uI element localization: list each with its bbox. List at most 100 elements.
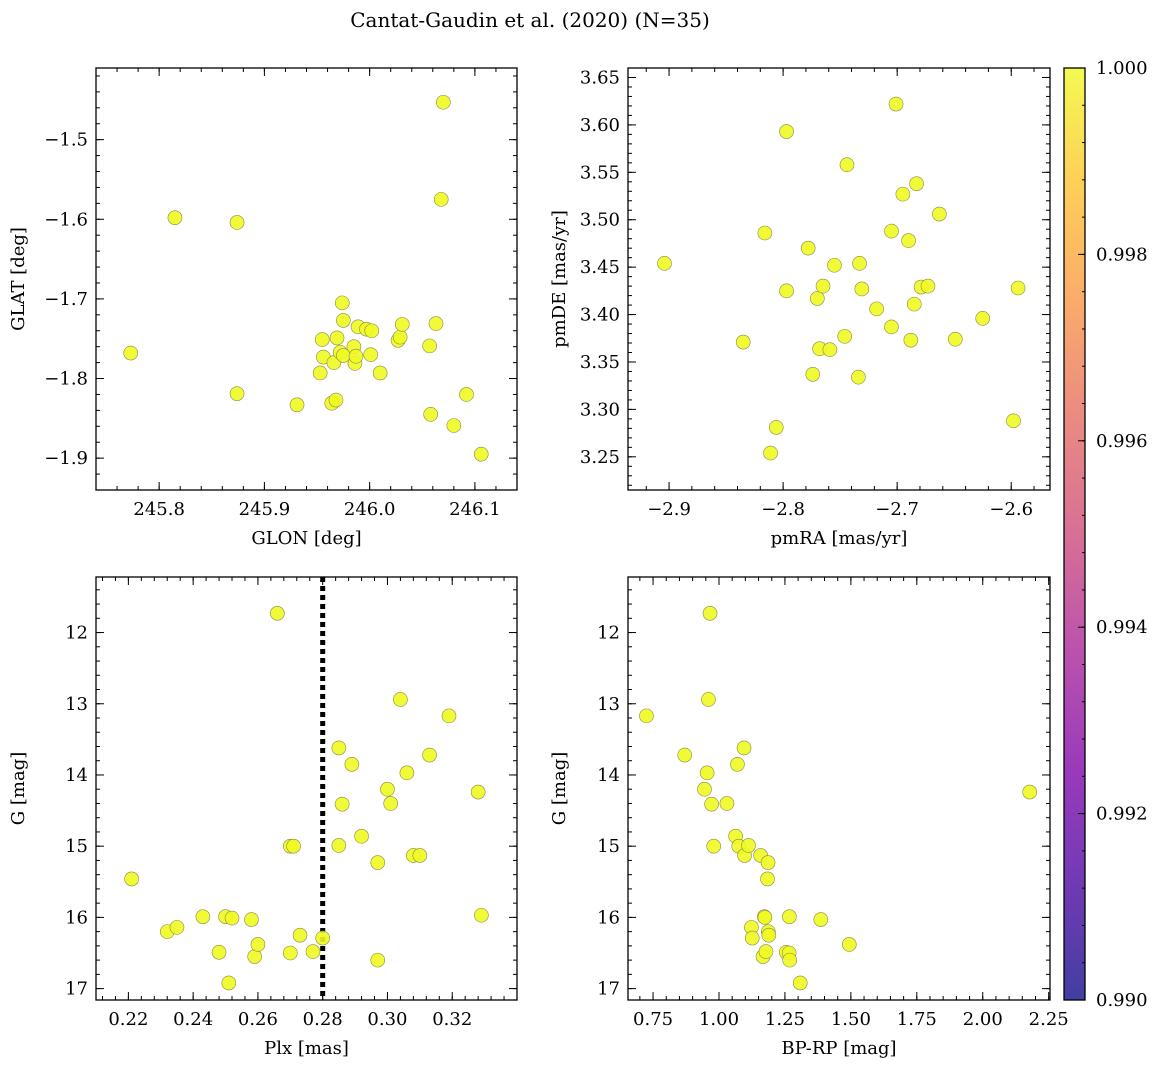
x-tick-label: 1.75 [897,1009,937,1030]
data-point [229,386,245,401]
x-tick-label: 0.28 [303,1009,343,1030]
x-tick-label: 245.9 [239,499,291,520]
data-point [805,367,821,382]
x-tick-label: 1.25 [765,1009,805,1030]
data-point [474,907,489,923]
x-tick-label: 246.0 [344,499,396,520]
y-tick-label: 3.35 [580,352,620,373]
data-point [841,937,857,952]
y-tick-label: −1.8 [44,369,88,390]
y-tick-label: −1.9 [44,448,88,469]
data-point [657,256,672,271]
x-tick-label: 1.00 [699,1009,739,1030]
colorbar-tick-label: 0.994 [1096,617,1148,638]
data-point [761,927,777,943]
data-point [422,747,437,763]
data-point [372,365,388,381]
data-point [428,316,444,331]
data-point [394,317,410,332]
y-axis-label: GLAT [deg] [8,227,29,331]
data-point [909,176,924,191]
x-axis-label: BP-RP [mag] [781,1038,896,1059]
data-point [1022,784,1037,800]
data-point [706,838,722,854]
data-point [433,192,449,207]
data-point [701,692,716,707]
data-point [167,210,183,225]
data-point [852,256,867,271]
data-point [364,323,380,339]
data-point [884,223,899,239]
data-point [423,407,438,422]
y-tick-label: 3.65 [580,67,620,88]
data-point [270,606,285,621]
data-point [932,206,947,222]
y-axis-label: pmDE [mas/yr] [549,210,570,348]
y-axis-label: G [mag] [549,752,570,825]
data-point [314,332,330,347]
data-point [782,952,797,968]
data-point [837,329,853,344]
colorbar-tick-label: 1.000 [1096,58,1148,79]
x-tick-label: −2.7 [875,499,919,520]
data-point [224,910,240,926]
data-point [348,348,364,364]
x-tick-label: 246.1 [449,499,501,520]
panels: 245.8 245.9 246.0 246.1 −1.5 −1.6 −1.7 −1.8 −1.9… [8,67,1069,1059]
data-point [446,418,462,433]
data-point [782,909,797,924]
data-point [744,930,760,946]
data-point [312,365,328,381]
data-point [370,855,386,870]
data-point [810,291,825,306]
data-point [699,765,715,781]
x-tick-label: −2.8 [761,499,805,520]
data-point [677,747,693,763]
data-point [459,387,474,402]
data-point [473,446,489,462]
x-tick-label: 1.50 [831,1009,871,1030]
data-point [334,295,350,311]
y-tick-label: 13 [65,694,88,715]
data-point [412,848,428,863]
data-point [741,838,756,853]
colorbar-tick-label: 0.998 [1096,244,1148,265]
panel-1: 245.8 245.9 246.0 246.1 −1.5 −1.6 −1.7 −1.8 −1.9… [8,67,518,549]
x-tick-label: 0.22 [108,1009,148,1030]
data-point [363,347,379,362]
y-tick-label: 3.25 [580,447,620,468]
data-point [370,952,386,968]
x-axis-label: Plx [mas] [264,1038,349,1059]
data-point [827,257,842,273]
data-point [813,912,829,927]
x-tick-label: 0.75 [633,1009,673,1030]
y-tick-label: 17 [65,979,88,1000]
data-point [1010,280,1026,296]
data-point [948,331,963,347]
data-point [211,944,227,960]
colorbar-gradient [1064,68,1085,1000]
data-point [315,930,330,946]
colorbar-ticks: 0.990 0.992 0.994 0.996 0.998 1.000 [1078,58,1148,1011]
data-point [758,944,774,959]
y-tick-label: 15 [597,836,620,857]
data-point [800,240,816,256]
y-tick-label: 13 [597,694,620,715]
x-tick-label: 0.24 [173,1009,213,1030]
data-point [704,796,719,812]
data-point [328,392,344,408]
data-point [123,345,139,361]
data-point [760,871,775,887]
data-point [975,311,991,326]
data-point [906,296,922,312]
y-tick-label: 12 [65,623,88,644]
data-point [354,828,369,844]
y-axis-label: G [mag] [8,752,29,825]
data-point [336,313,351,328]
y-tick-label: −1.6 [44,209,88,230]
data-point [331,838,347,853]
data-point [760,855,776,870]
colorbar-tick-label: 0.996 [1096,431,1148,452]
data-point [286,838,301,854]
